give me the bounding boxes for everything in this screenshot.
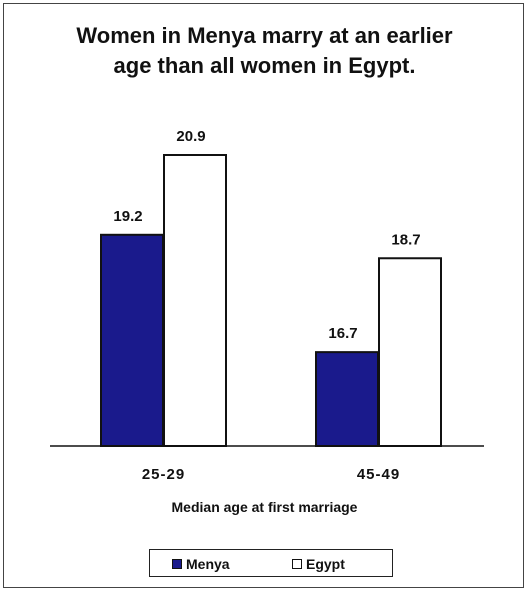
- bar-menya-45-49: [315, 351, 379, 447]
- data-label-menya-45-49: 16.7: [328, 325, 357, 342]
- data-label-menya-25-29: 19.2: [113, 208, 142, 225]
- legend-swatch-egypt: [292, 559, 302, 569]
- bar-egypt-25-29: [163, 154, 227, 447]
- chart-title-line-1: Women in Menya marry at an earlier: [76, 23, 453, 48]
- bar-menya-25-29: [100, 233, 164, 447]
- legend-item-menya: Menya: [172, 556, 230, 572]
- x-tick-label-25-29: 25-29: [142, 466, 185, 483]
- chart-title-line-2: age than all women in Egypt.: [113, 53, 416, 78]
- legend-label-menya: Menya: [186, 556, 230, 572]
- data-label-egypt-25-29: 20.9: [176, 128, 205, 145]
- data-label-egypt-45-49: 18.7: [391, 231, 420, 248]
- x-axis-title: Median age at first marriage: [171, 499, 358, 515]
- legend: Menya Egypt: [149, 549, 393, 577]
- x-tick-label-45-49: 45-49: [357, 466, 400, 483]
- legend-label-egypt: Egypt: [306, 556, 345, 572]
- legend-swatch-menya: [172, 559, 182, 569]
- legend-item-egypt: Egypt: [292, 556, 345, 572]
- bar-egypt-45-49: [378, 257, 442, 447]
